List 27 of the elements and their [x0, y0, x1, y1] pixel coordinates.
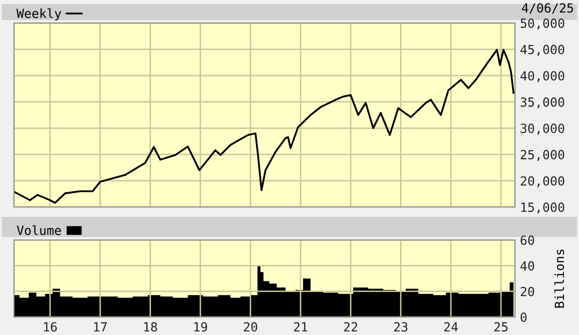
x-tick-label: 19 [194, 322, 208, 332]
y-tick-label: 35,000 [520, 97, 564, 108]
y-tick-label: 15,000 [521, 202, 564, 214]
legend-label: Weekly [16, 8, 62, 20]
x-tick-label: 23 [394, 322, 408, 332]
y-tick-label: 45,000 [520, 44, 564, 56]
x-tick-label: 20 [244, 322, 258, 332]
x-tick-label: 22 [344, 322, 358, 332]
y-tick-label: 40,000 [520, 71, 564, 82]
text: 4/06/25 [522, 3, 573, 14]
y-tick-label: 20 [520, 286, 534, 296]
x-tick-label: 16 [44, 322, 57, 332]
legend-label: Volume [16, 225, 61, 236]
x-tick-label: 25 [494, 322, 508, 332]
y-tick-label: 20,000 [520, 176, 564, 188]
x-tick-label: 18 [144, 322, 157, 332]
y-tick-label: 25,000 [520, 150, 564, 161]
y-tick-label: 50,000 [520, 18, 564, 30]
y-tick-label: 30,000 [520, 124, 564, 135]
x-tick-label: 17 [94, 322, 107, 332]
y-axis-title: Billions [554, 250, 564, 308]
x-tick-label: 21 [294, 322, 308, 332]
y-tick-label: 40 [520, 261, 534, 271]
x-tick-label: 24 [444, 322, 458, 332]
y-tick-label: 60 [520, 236, 534, 245]
y-tick-label: 0 [520, 312, 527, 322]
line-series [14, 48, 514, 204]
